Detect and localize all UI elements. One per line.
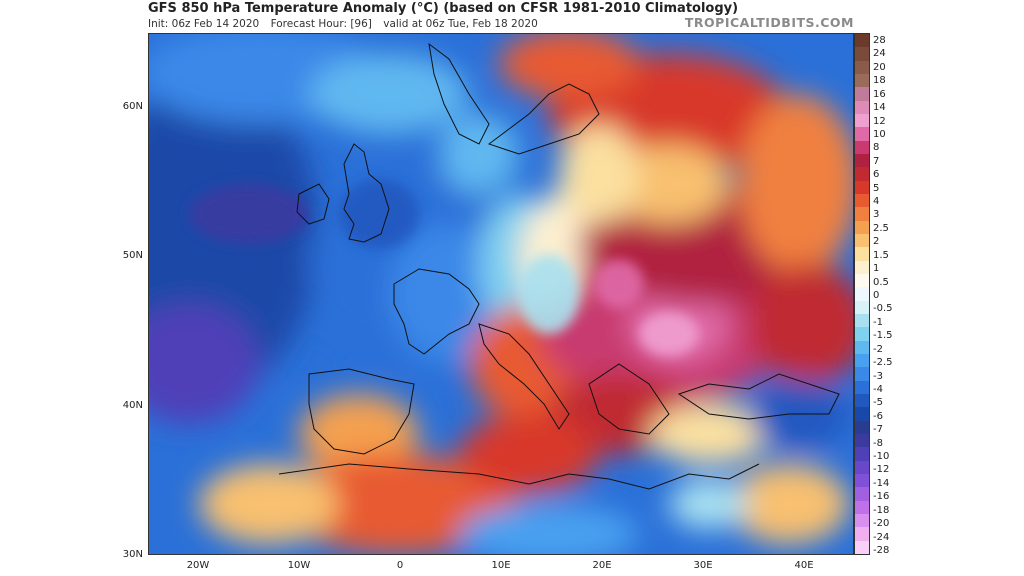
lon-label-10w: 10W	[287, 560, 311, 571]
colorbar-tick-label: -16	[873, 491, 890, 503]
colorbar-tick-label: -0.5	[873, 303, 893, 315]
colorbar-tick-label: 0.5	[873, 276, 889, 288]
colorbar-segment	[855, 394, 869, 408]
colorbar-tick-label: 3	[873, 209, 880, 221]
colorbar-tick-label: -2	[873, 343, 883, 355]
colorbar-tick-label: -4	[873, 383, 883, 395]
colorbar-segment	[855, 74, 869, 88]
colorbar-tick-label: 4	[873, 196, 880, 208]
colorbar-segment	[855, 500, 869, 515]
colorbar-segment	[855, 540, 869, 555]
colorbar-tick-label: 8	[873, 142, 880, 154]
colorbar-segment	[855, 514, 869, 528]
colorbar-segment	[855, 460, 869, 475]
colorbar-segment	[855, 447, 869, 462]
temperature-anomaly-map	[148, 33, 854, 555]
colorbar-segment	[855, 287, 869, 302]
colorbar-segment	[855, 194, 869, 208]
colorbar-tick-label: 2.5	[873, 222, 889, 234]
colorbar-tick-label: -1.5	[873, 330, 893, 342]
forecast-hour: Forecast Hour: [96]	[270, 18, 372, 30]
colorbar-segment	[855, 47, 869, 62]
colorbar-segment	[855, 487, 869, 502]
lon-label-0: 0	[396, 560, 404, 571]
colorbar-tick-label: -10	[873, 451, 890, 463]
lat-label-50n: 50N	[122, 250, 143, 261]
colorbar-tick-label: 12	[873, 115, 886, 127]
lat-label-40n: 40N	[122, 400, 143, 411]
init-time: Init: 06z Feb 14 2020	[148, 18, 260, 30]
colorbar-tick-label: -1	[873, 316, 883, 328]
map-subtitle: Init: 06z Feb 14 2020 Forecast Hour: [96…	[148, 18, 546, 30]
anomaly-field	[149, 34, 853, 554]
colorbar-segment	[855, 300, 869, 315]
map-title: GFS 850 hPa Temperature Anomaly (°C) (ba…	[148, 1, 739, 16]
colorbar-tick-label: -28	[873, 545, 890, 556]
colorbar-segment	[855, 34, 869, 48]
colorbar-tick-label: -5	[873, 397, 883, 409]
coastlines	[278, 42, 840, 490]
colorbar-segment	[855, 367, 869, 382]
colorbar-segment	[855, 314, 869, 328]
colorbar-tick-label: -6	[873, 410, 883, 422]
colorbar-tick-label: 7	[873, 155, 880, 167]
colorbar-tick-label: -14	[873, 477, 890, 489]
colorbar-tick-label: -20	[873, 518, 890, 530]
colorbar-tick-label: 0	[873, 290, 880, 301]
colorbar-tick-label: 18	[873, 75, 886, 87]
colorbar-segment	[855, 247, 869, 262]
lon-label-30e: 30E	[693, 560, 713, 571]
colorbar-segment	[855, 527, 869, 542]
colorbar-segment	[855, 87, 869, 102]
colorbar-segment	[855, 154, 869, 168]
colorbar-segment	[855, 167, 869, 182]
brand-watermark: TROPICALTIDBITS.COM	[684, 15, 854, 30]
colorbar-segment	[855, 274, 869, 288]
colorbar-segment	[855, 234, 869, 248]
lon-label-40e: 40E	[794, 560, 814, 571]
colorbar-segment	[855, 60, 869, 75]
colorbar-tick-label: -18	[873, 504, 890, 516]
colorbar-tick-label: 16	[873, 88, 886, 100]
colorbar-segment	[855, 260, 869, 275]
colorbar-tick-label: 5	[873, 182, 880, 194]
colorbar-segment	[855, 327, 869, 342]
colorbar-tick-label: 20	[873, 61, 886, 73]
colorbar-segment	[855, 380, 869, 395]
lon-label-10e: 10E	[491, 560, 511, 571]
colorbar	[854, 33, 870, 555]
colorbar-segment	[855, 420, 869, 435]
colorbar-segment	[855, 127, 869, 142]
colorbar-tick-label: -2.5	[873, 357, 893, 369]
colorbar-tick-label: 14	[873, 102, 886, 114]
colorbar-tick-label: 28	[873, 35, 886, 46]
colorbar-segment	[855, 100, 869, 115]
colorbar-tick-label: -3	[873, 370, 883, 382]
colorbar-tick-label: 10	[873, 128, 886, 140]
valid-time: valid at 06z Tue, Feb 18 2020	[383, 18, 538, 30]
colorbar-segment	[855, 407, 869, 422]
colorbar-tick-label: -12	[873, 464, 890, 476]
colorbar-tick-label: -24	[873, 531, 890, 543]
colorbar-segment	[855, 434, 869, 448]
colorbar-tick-label: 1.5	[873, 249, 889, 261]
colorbar-segment	[855, 180, 869, 195]
lon-label-20w: 20W	[186, 560, 210, 571]
colorbar-segment	[855, 354, 869, 368]
colorbar-segment	[855, 114, 869, 128]
colorbar-tick-label: -8	[873, 437, 883, 449]
colorbar-segment	[855, 220, 869, 235]
colorbar-tick-label: 6	[873, 169, 880, 181]
colorbar-segment	[855, 207, 869, 222]
colorbar-tick-label: 1	[873, 263, 880, 275]
lat-label-60n: 60N	[122, 101, 143, 112]
lon-label-20e: 20E	[592, 560, 612, 571]
lat-label-30n: 30N	[122, 549, 143, 560]
colorbar-segment	[855, 474, 869, 488]
colorbar-segment	[855, 140, 869, 155]
colorbar-segment	[855, 340, 869, 355]
colorbar-tick-label: 24	[873, 48, 886, 60]
colorbar-tick-label: -7	[873, 424, 883, 436]
colorbar-tick-label: 2	[873, 236, 880, 248]
